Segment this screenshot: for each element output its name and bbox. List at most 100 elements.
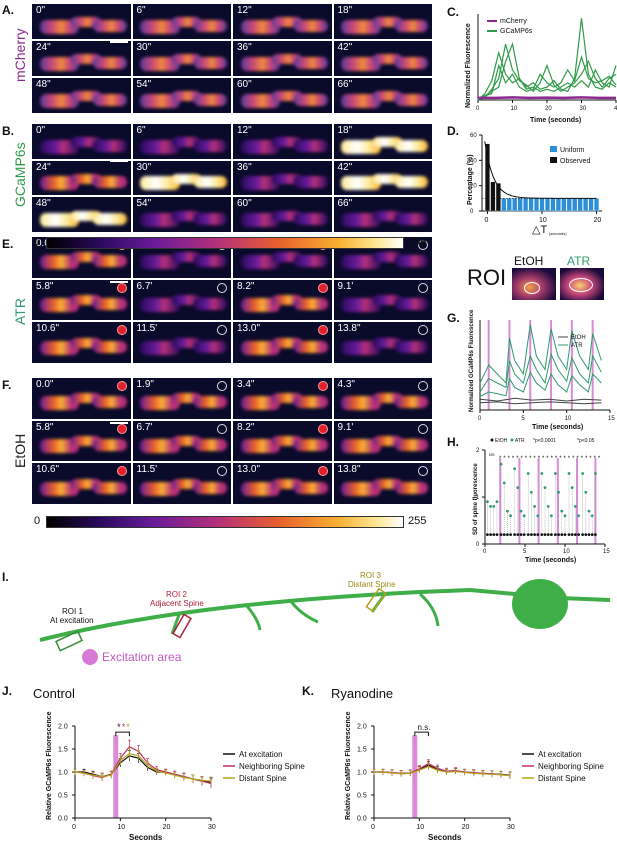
timestamp-label: 0" (36, 5, 46, 16)
roi-etoh-label: EtOH (514, 254, 544, 268)
data-point-atr (543, 486, 547, 489)
dendrite-signal (71, 137, 101, 148)
dendrite-signal (294, 176, 328, 189)
stimulus-on-indicator (317, 381, 328, 391)
data-point-atr (530, 490, 533, 494)
dendrite-signal (171, 478, 202, 489)
dendrite-signal (140, 56, 180, 71)
dendrite-signal (193, 176, 228, 189)
dendrite-signal (394, 56, 429, 69)
timestamp-label: 66" (337, 79, 353, 90)
x-tick-label: 30 (580, 106, 587, 112)
dendrite-signal (272, 478, 302, 489)
image-tile: 30" (132, 41, 231, 76)
dendrite-signal (272, 252, 302, 263)
significance-star: * (542, 456, 545, 462)
timestamp-label: 13.0" (237, 464, 261, 476)
data-point-etoh (563, 533, 567, 536)
dendrite-signal (240, 481, 281, 496)
stimulus-off-indicator (217, 466, 227, 477)
bar-uniform (528, 198, 534, 212)
y-tick-label: 0.0 (357, 816, 367, 823)
data-point-atr (516, 486, 520, 489)
image-tile: 10.6" (32, 463, 131, 504)
image-tile: 36" (233, 41, 332, 76)
dendrite-signal (341, 297, 381, 312)
image-tile: 42" (333, 41, 432, 76)
dendrite-signal (171, 210, 202, 221)
dendrite-signal (140, 19, 180, 34)
data-point-atr (536, 514, 540, 518)
data-point-etoh (560, 533, 564, 536)
x-tick-label: 0 (371, 824, 375, 831)
dendrite-signal (294, 19, 328, 32)
roi-atr-label: ATR (567, 254, 591, 268)
significance-star: * (512, 456, 515, 462)
data-point-atr (590, 514, 594, 518)
stimulus-on-indicator (317, 423, 328, 434)
data-point-atr (499, 462, 503, 466)
image-tile: 8.2" (233, 420, 332, 462)
bar-uniform (555, 198, 561, 212)
roi-outline (524, 282, 540, 294)
timestamp-label: 10.6" (36, 323, 60, 335)
data-point-etoh (509, 533, 512, 536)
timestamp-label: 6" (136, 5, 146, 16)
x-axis-label: Time (seconds) (530, 117, 581, 124)
data-point-etoh (513, 533, 516, 536)
timestamp-label: 5.8" (36, 421, 54, 433)
data-point-etoh (587, 533, 591, 536)
stimulus-bar (113, 735, 119, 818)
x-axis-label: Time (seconds) (525, 557, 576, 564)
chart-k: 0.0 0.5 1.0 1.5 2.0 0 10 20 30 n.s. Ryanodine Secon… (331, 686, 604, 842)
significance-star: * (122, 722, 126, 732)
y-tick-label: 20 (470, 184, 477, 190)
data-point-etoh (499, 533, 503, 536)
x-tick-label: 30 (208, 824, 216, 831)
timestamp-label: 11.5' (136, 464, 158, 476)
significance-star: * (594, 456, 597, 462)
dendrite-signal (294, 438, 328, 451)
image-tile: 6.7' (132, 420, 231, 462)
image-tile: 48" (32, 197, 131, 232)
legend-label: At excitation (239, 750, 283, 759)
dendrite-signal (171, 91, 202, 102)
data-point-etoh (489, 533, 492, 536)
x-tick-label: 4 (614, 106, 617, 112)
colorbar-min: 0 (34, 236, 41, 248)
dendrite-signal (193, 481, 228, 494)
image-tile: 0" (32, 4, 131, 39)
data-point-etoh (530, 533, 533, 536)
data-point-atr (489, 505, 492, 508)
data-point-etoh (495, 533, 499, 536)
stimulus-on-indicator (317, 282, 328, 293)
timestamp-label: 6.7' (136, 421, 153, 433)
legend-label: Observed (560, 158, 590, 165)
x-tick-label: 10 (565, 416, 572, 422)
chart-g: 0 5 10 15 Time (seconds) Normalized GCaMP6s F… (469, 309, 615, 431)
dendrite-signal (394, 481, 429, 494)
legend-label: Neighboring Spine (239, 762, 305, 771)
roi-label: ROI (467, 265, 507, 290)
timestamp-label: 11.5' (136, 323, 158, 335)
timestamp-label: 0" (36, 125, 46, 136)
stimulus-on-indicator (116, 325, 127, 336)
data-point-atr (574, 505, 577, 508)
timestamp-label: 6.7' (136, 280, 153, 292)
bar-uniform (550, 198, 556, 212)
dendrite-signal (140, 255, 180, 270)
image-tile: 66" (333, 197, 432, 232)
timestamp-label: 13.8" (337, 464, 361, 476)
x-tick-label: 10 (511, 106, 518, 112)
data-point-atr (502, 481, 506, 485)
image-tile: 10.6" (32, 322, 131, 363)
bar-observed (490, 181, 496, 212)
dendrite-signal (39, 212, 80, 227)
significance-star: * (117, 722, 121, 732)
timestamp-label: 18" (337, 5, 353, 16)
dendrite-signal (341, 255, 381, 270)
data-point-etoh (557, 533, 560, 536)
